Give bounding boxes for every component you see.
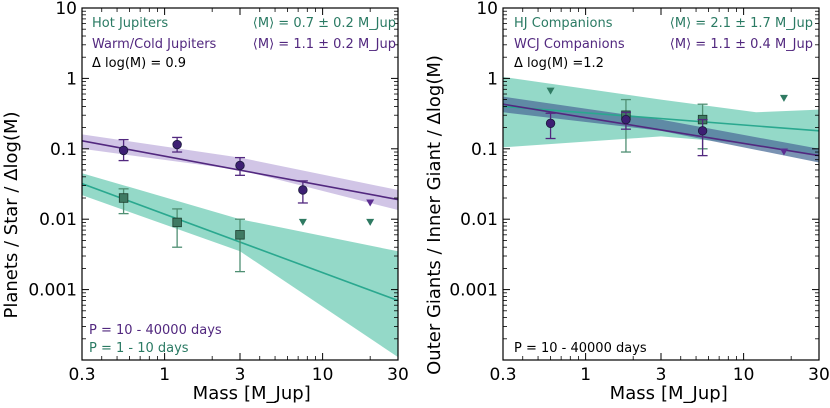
right-period-label: P = 10 - 40000 days [514, 341, 647, 356]
right-y-tick-label: 1 [487, 69, 498, 89]
right-x-tick-label: 10 [733, 365, 755, 385]
right-y-tick-label: 0.01 [460, 210, 498, 230]
right-x-tick-label: 3 [656, 365, 667, 385]
right-data-points [545, 87, 788, 157]
right-upper-limit-0-1 [779, 94, 788, 102]
left-band-0 [82, 134, 398, 211]
left-legend-mean1: ⟨M⟩ = 0.7 ± 0.2 M_Jup [253, 16, 396, 31]
right-legend-mean2: ⟨M⟩ = 1.1 ± 0.4 M_Jup [670, 37, 813, 52]
left-period-label-2: P = 1 - 10 days [89, 341, 189, 356]
right-ticks: 0.3 1 3 10 30 0.001 0.01 0.1 1 10 [449, 0, 829, 385]
left-panel: 0.3 1 3 10 30 0.001 0.01 0.1 1 10 Hot Jupiters Wa… [1, 0, 409, 404]
left-legend-series2: Warm/Cold Jupiters [92, 37, 217, 52]
left-legend-dlog: Δ log(M) = 0.9 [92, 56, 186, 71]
right-fit-line-0 [503, 105, 819, 132]
left-x-tick-label: 30 [387, 365, 409, 385]
right-legend-series2: WCJ Companions [514, 37, 625, 52]
right-fit-line-1 [503, 103, 819, 157]
left-band-1 [82, 173, 398, 358]
left-y-tick-label: 10 [55, 0, 77, 19]
right-panel: 0.3 1 3 10 30 0.001 0.01 0.1 1 10 HJ Companions W… [424, 0, 830, 404]
right-point-1-1 [620, 111, 631, 130]
left-x-tick-label: 1 [159, 365, 170, 385]
left-y-tick-label: 0.001 [28, 281, 77, 301]
left-x-axis-unit: [M_Jup] [244, 383, 311, 404]
left-x-tick-label: 10 [312, 365, 334, 385]
left-point-0-3 [297, 180, 308, 204]
left-upper-limit-1-0 [298, 218, 307, 226]
right-legend-dlog: Δ log(M) =1.2 [514, 56, 604, 71]
left-point-0-1 [172, 136, 183, 153]
right-point-1-0 [545, 112, 556, 140]
right-y-tick-label: 0.001 [449, 281, 498, 301]
right-x-tick-label: 30 [808, 365, 830, 385]
right-x-tick-label: 1 [580, 365, 591, 385]
left-legend-series1: Hot Jupiters [92, 16, 168, 31]
left-point-1-1 [172, 208, 183, 248]
right-x-tick-label: 0.3 [489, 365, 516, 385]
right-x-axis-label: Mass [610, 383, 655, 404]
left-y-tick-label: 0.01 [39, 210, 77, 230]
left-point-0-0 [118, 138, 129, 162]
left-y-tick-label: 1 [66, 69, 77, 89]
right-y-tick-label: 0.1 [471, 140, 498, 160]
left-x-tick-label: 3 [235, 365, 246, 385]
right-point-1-2 [697, 118, 708, 157]
left-point-0-2 [235, 156, 245, 176]
right-x-axis-unit: [M_Jup] [661, 383, 728, 404]
left-upper-limit-1-1 [366, 218, 375, 226]
left-point-1-2 [235, 218, 245, 273]
left-ticks: 0.3 1 3 10 30 0.001 0.01 0.1 1 10 [28, 0, 408, 385]
left-x-tick-label: 0.3 [68, 365, 95, 385]
right-upper-limit-1-0 [779, 148, 788, 156]
left-period-label-1: P = 10 - 40000 days [89, 323, 222, 338]
left-y-tick-label: 0.1 [50, 140, 77, 160]
left-fit-bands [82, 134, 398, 358]
left-data-points [118, 136, 375, 273]
right-legend-mean1: ⟨M⟩ = 2.1 ± 1.7 M_Jup [670, 16, 813, 31]
left-y-axis-label: Planets / Star / Δlog(M) [1, 111, 22, 318]
right-legend-series1: HJ Companions [514, 16, 613, 31]
right-y-axis-label: Outer Giants / Inner Giant / Δlog(M) [424, 55, 445, 375]
right-fit-lines [503, 103, 819, 157]
left-x-axis-label: Mass [193, 383, 238, 404]
right-upper-limit-0-0 [546, 87, 555, 95]
left-point-1-0 [118, 188, 129, 215]
left-legend-mean2: ⟨M⟩ = 1.1 ± 0.2 M_Jup [253, 37, 396, 52]
right-y-tick-label: 10 [476, 0, 498, 19]
left-upper-limit-0-0 [366, 199, 375, 207]
